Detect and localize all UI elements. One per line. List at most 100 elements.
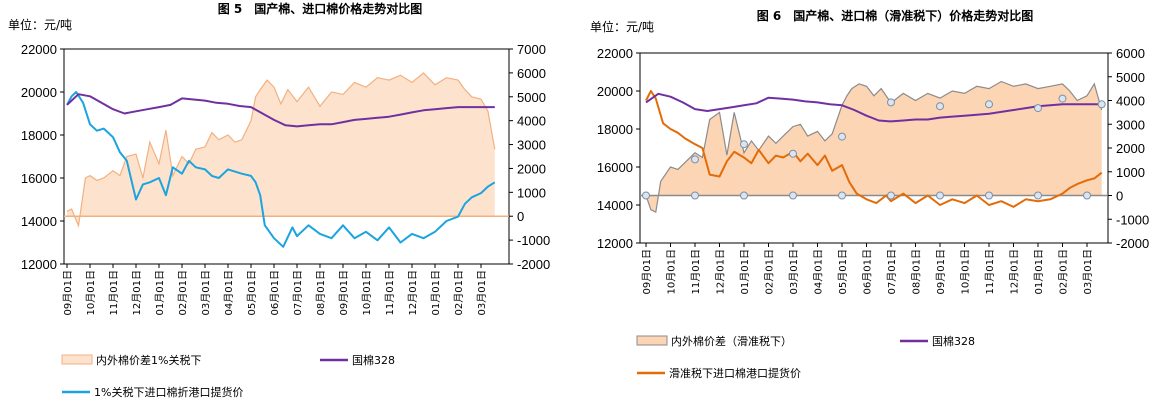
y-right-tick-label: 0 [1116, 189, 1123, 204]
y-left-tick-label: 20000 [597, 84, 633, 99]
series-line-1 [66, 91, 496, 248]
price-marker [740, 140, 748, 149]
legend-swatch-spread-sliding [636, 335, 668, 346]
x-tick-label: 05月01日 [837, 249, 849, 294]
x-tick-label: 01月01日 [430, 270, 442, 315]
spread-marker [1034, 191, 1042, 200]
legend-label-sliding-import-price: 滑准税下进口棉港口提货价 [669, 366, 801, 380]
x-tick-label: 04月01日 [223, 270, 235, 315]
series-area-0 [67, 72, 495, 226]
y-right-tick-label: 2000 [517, 161, 546, 176]
x-tick-label: 12月01日 [1009, 249, 1021, 294]
y-left-tick-label: 12000 [21, 257, 57, 272]
x-tick-label: 06月01日 [269, 270, 281, 315]
series-area-edge-0 [645, 80, 1103, 213]
x-tick-label: 10月01日 [85, 270, 97, 315]
spread-marker [936, 191, 944, 200]
y-left-tick-label: 16000 [21, 171, 57, 186]
legend-label-guomian: 国棉328 [352, 353, 395, 367]
x-tick-label: 03月01日 [476, 270, 488, 315]
legend-label-import-price: 1%关税下进口棉折港口提货价 [94, 385, 243, 399]
y-right-tick-label: 6000 [1116, 46, 1145, 61]
price-marker [936, 102, 944, 111]
y-right-tick-label: 5000 [1116, 70, 1145, 85]
plot-frame [63, 48, 510, 265]
price-marker [1034, 104, 1042, 113]
price-marker [1097, 100, 1106, 109]
x-tick-label: 01月01日 [1033, 249, 1045, 294]
chart-6-legend: 内外棉价差（滑准税下） 国棉328 滑准税下进口棉港口提货价 [636, 334, 975, 380]
x-tick-label: 11月01日 [384, 270, 396, 315]
price-marker [887, 98, 895, 107]
price-marker [1058, 94, 1067, 103]
chart-5-unit-label: 单位：元/吨 [8, 17, 72, 32]
x-tick-label: 09月01日 [935, 249, 947, 294]
y-right-tick-label: 4000 [1116, 94, 1145, 109]
y-left-tick-label: 14000 [597, 198, 633, 213]
x-tick-label: 04月01日 [813, 249, 825, 294]
y-left-tick-label: 18000 [21, 128, 57, 143]
y-right-tick-label: 0 [517, 209, 524, 224]
x-tick-label: 08月01日 [315, 270, 327, 315]
y-right-tick-label: 3000 [517, 138, 546, 153]
price-marker [691, 155, 699, 164]
x-tick-label: 01月01日 [154, 270, 166, 315]
x-tick-label: 02月01日 [764, 249, 776, 294]
x-tick-label: 03月01日 [200, 270, 212, 315]
price-marker [985, 100, 993, 109]
chart-6-title: 图 6 国产棉、进口棉（滑准税下）价格走势对比图 [757, 8, 1034, 23]
y-left-tick-label: 22000 [21, 42, 57, 57]
x-tick-label: 10月01日 [960, 249, 972, 294]
x-tick-label: 01月01日 [739, 249, 751, 294]
chart-5-title: 图 5 国产棉、进口棉价格走势对比图 [218, 1, 423, 16]
y-right-tick-label: 7000 [517, 42, 546, 57]
y-right-tick-label: 4000 [517, 114, 546, 129]
x-tick-label: 12月01日 [407, 270, 419, 315]
series-line-2 [645, 92, 1102, 123]
spread-marker [691, 191, 699, 200]
chart-6-plot [639, 52, 1109, 244]
x-tick-label: 10月01日 [666, 249, 678, 294]
x-tick-label: 09月01日 [338, 270, 350, 315]
legend-swatch-spread [61, 354, 93, 365]
chart-5: 图 5 国产棉、进口棉价格走势对比图 单位：元/吨 12000 14000 1600… [8, 1, 550, 399]
x-tick-label: 05月01日 [246, 270, 258, 315]
legend-label-spread-sliding: 内外棉价差（滑准税下） [671, 334, 792, 348]
x-tick-label: 11月01日 [984, 249, 996, 294]
x-tick-label: 12月01日 [131, 270, 143, 315]
chart-5-plot [63, 48, 510, 265]
spread-marker [740, 191, 748, 200]
spread-marker [1083, 191, 1091, 200]
chart-5-ticks: 120001400016000180002000022000-2000-1000… [21, 42, 550, 315]
spread-marker [789, 191, 797, 200]
y-right-tick-label: 1000 [517, 185, 546, 200]
x-tick-label: 02月01日 [453, 270, 465, 315]
x-tick-label: 03月01日 [788, 249, 800, 294]
y-right-tick-label: 2000 [1116, 141, 1145, 156]
x-tick-label: 10月01日 [361, 270, 373, 315]
series-area-0 [646, 81, 1102, 213]
x-tick-label: 02月01日 [177, 270, 189, 315]
y-left-tick-label: 20000 [21, 85, 57, 100]
y-right-tick-label: -1000 [1116, 212, 1149, 227]
y-right-tick-label: 5000 [517, 90, 546, 105]
spread-marker [642, 191, 650, 200]
y-left-tick-label: 18000 [597, 122, 633, 137]
y-left-tick-label: 22000 [597, 46, 633, 61]
x-tick-label: 12月01日 [715, 249, 727, 294]
x-tick-label: 08月01日 [911, 249, 923, 294]
x-tick-label: 06月01日 [862, 249, 874, 294]
series-line-1 [645, 90, 1103, 208]
y-left-tick-label: 16000 [597, 160, 633, 175]
price-marker [789, 149, 797, 158]
y-right-tick-label: 6000 [517, 66, 546, 81]
x-tick-label: 03月01日 [1082, 249, 1094, 294]
x-tick-label: 07月01日 [292, 270, 304, 315]
chart-6-ticks: 120001400016000180002000022000-2000-1000… [597, 46, 1149, 294]
spread-marker [838, 191, 846, 200]
legend-label-guomian-2: 国棉328 [932, 334, 975, 348]
y-left-tick-label: 12000 [597, 236, 633, 251]
chart-6: 图 6 国产棉、进口棉（滑准税下）价格走势对比图 单位：元/吨 12000 140… [590, 8, 1149, 380]
x-tick-label: 11月01日 [108, 270, 120, 315]
